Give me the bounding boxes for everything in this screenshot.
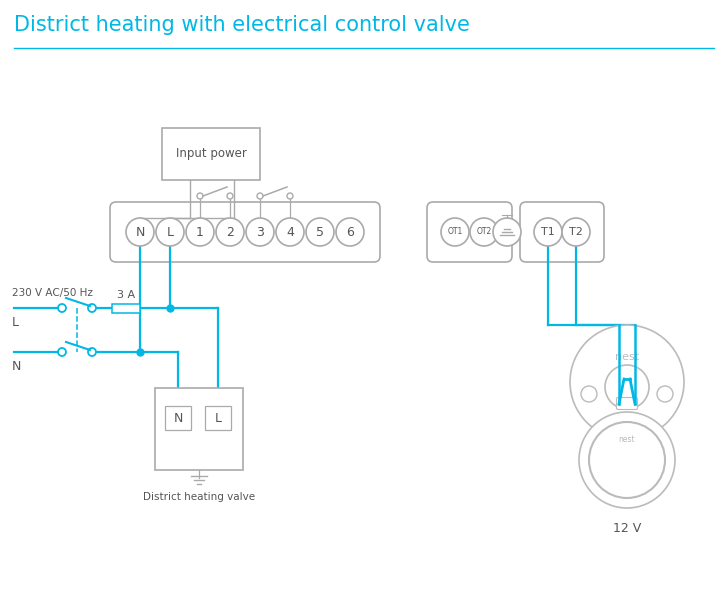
Text: OT1: OT1 [448,228,462,236]
Circle shape [186,218,214,246]
Circle shape [605,365,649,409]
Text: 2: 2 [226,226,234,239]
Circle shape [58,304,66,312]
Text: 3: 3 [256,226,264,239]
Circle shape [257,193,263,199]
Circle shape [126,218,154,246]
Text: 4: 4 [286,226,294,239]
FancyBboxPatch shape [110,202,380,262]
Circle shape [534,218,562,246]
Circle shape [589,422,665,498]
Text: nest: nest [615,352,639,362]
Text: N: N [12,360,21,373]
Circle shape [276,218,304,246]
Circle shape [58,348,66,356]
Text: 5: 5 [316,226,324,239]
Circle shape [336,218,364,246]
Circle shape [306,218,334,246]
Circle shape [657,386,673,402]
Text: 1: 1 [196,226,204,239]
Text: Input power: Input power [175,147,247,160]
Text: District heating with electrical control valve: District heating with electrical control… [14,15,470,35]
FancyBboxPatch shape [520,202,604,262]
Circle shape [581,386,597,402]
FancyBboxPatch shape [162,128,260,180]
FancyBboxPatch shape [205,406,231,430]
Circle shape [493,218,521,246]
Circle shape [470,218,498,246]
Circle shape [570,325,684,439]
Text: OT2: OT2 [476,228,491,236]
Circle shape [579,412,675,508]
Circle shape [156,218,184,246]
Text: T1: T1 [541,227,555,237]
Circle shape [441,218,469,246]
Text: L: L [12,316,19,329]
Text: N: N [135,226,145,239]
Text: District heating valve: District heating valve [143,492,255,502]
Circle shape [246,218,274,246]
Text: 230 V AC/50 Hz: 230 V AC/50 Hz [12,288,93,298]
Circle shape [88,348,96,356]
Circle shape [562,218,590,246]
Text: 12 V: 12 V [613,522,641,535]
Text: T2: T2 [569,227,583,237]
Circle shape [227,193,233,199]
FancyBboxPatch shape [155,388,243,470]
Text: 3 A: 3 A [117,289,135,299]
FancyBboxPatch shape [617,397,638,409]
Text: nest: nest [619,435,636,444]
FancyBboxPatch shape [427,202,512,262]
Circle shape [287,193,293,199]
Circle shape [216,218,244,246]
Circle shape [197,193,203,199]
Text: N: N [173,412,183,425]
FancyBboxPatch shape [165,406,191,430]
Text: 6: 6 [346,226,354,239]
Text: L: L [167,226,173,239]
FancyBboxPatch shape [112,304,140,312]
Circle shape [88,304,96,312]
Text: L: L [215,412,221,425]
